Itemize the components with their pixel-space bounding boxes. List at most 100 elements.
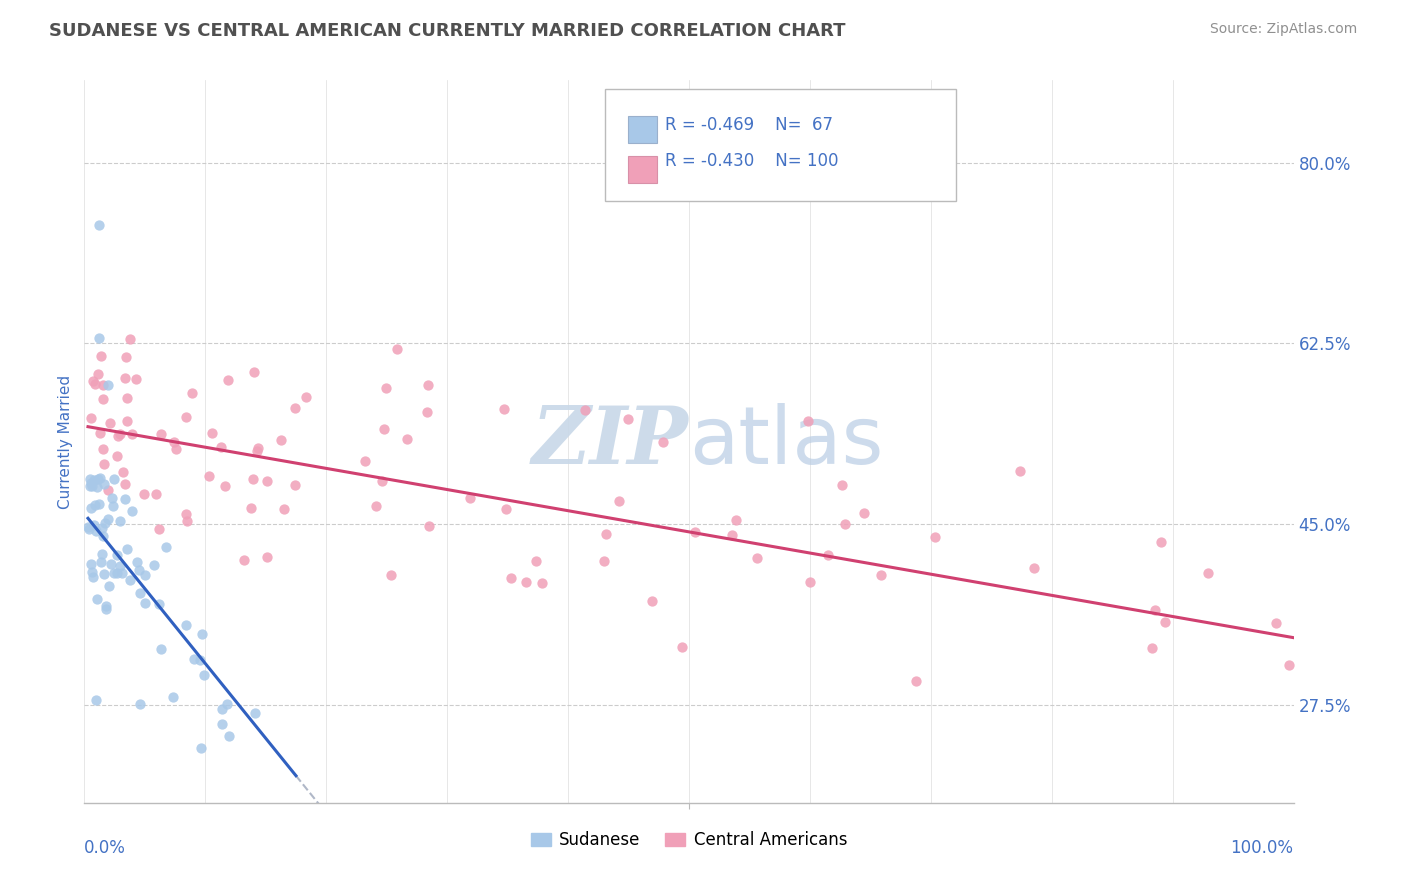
Point [121,504,143,518]
Point [128,586,150,600]
Point [77,522,100,536]
Point [799,574,821,589]
Text: SUDANESE VS CENTRAL AMERICAN CURRENTLY MARRIED CORRELATION CHART: SUDANESE VS CENTRAL AMERICAN CURRENTLY M… [49,22,846,40]
Point [91,547,114,561]
Point [90,555,112,569]
Point [93,476,115,491]
Point [232,553,254,567]
Point [641,594,664,608]
Point [593,554,616,568]
Point [211,702,233,716]
Point [132,487,155,501]
Point [242,365,264,379]
Point [256,475,278,489]
Point [101,491,124,506]
Point [246,444,269,458]
Point [82,374,104,388]
Point [524,554,547,568]
Point [745,550,768,565]
Text: ZIP: ZIP [531,403,689,480]
Point [418,518,440,533]
Point [105,449,128,463]
Point [242,472,264,486]
Point [87,497,110,511]
Point [114,491,136,506]
Point [1144,603,1167,617]
Point [90,521,112,535]
Point [94,516,117,530]
Point [165,442,187,456]
Point [93,566,115,581]
Point [924,530,946,544]
Point [364,499,387,513]
Point [256,550,278,565]
Point [94,599,117,613]
Point [80,557,103,571]
Point [495,502,517,516]
Point [683,524,706,539]
Point [273,502,295,516]
Text: atlas: atlas [689,402,883,481]
Point [190,740,212,755]
Point [215,697,238,711]
Point [834,517,856,532]
Point [100,416,122,430]
Point [1278,657,1301,672]
Point [595,526,617,541]
Point [515,574,537,589]
Point [501,571,523,585]
Point [870,567,893,582]
Point [79,472,101,486]
Point [100,557,122,571]
Point [295,390,318,404]
Point [82,565,104,579]
Point [87,368,110,382]
Point [80,410,103,425]
Point [79,500,101,515]
Point [1197,566,1219,580]
Point [284,478,307,492]
Point [574,403,596,417]
Y-axis label: Currently Married: Currently Married [58,375,73,508]
Point [86,480,108,494]
Point [91,377,114,392]
Point [87,331,110,345]
Point [1024,561,1046,575]
Point [108,515,131,529]
Point [211,717,233,731]
Point [134,567,156,582]
Point [107,428,129,442]
Point [725,512,748,526]
Point [108,559,131,574]
Point [97,512,120,526]
Point [174,410,197,425]
Point [380,568,402,582]
Point [84,376,107,391]
Point [86,692,108,706]
Point [218,729,240,743]
Point [817,548,839,562]
Point [114,350,136,364]
Point [174,507,197,521]
Point [105,566,128,580]
Point [79,475,101,490]
Point [111,465,134,479]
Point [651,435,673,450]
Legend: Sudanese, Central Americans: Sudanese, Central Americans [524,824,853,856]
Point [90,349,112,363]
Point [77,520,100,534]
Point [93,457,115,471]
Point [105,549,128,563]
Text: R = -0.430    N= 100: R = -0.430 N= 100 [665,152,838,169]
Point [89,426,111,441]
Point [217,373,239,387]
Point [94,601,117,615]
Point [111,566,134,580]
Point [142,558,165,573]
Point [247,441,270,455]
Point [82,570,104,584]
Point [415,405,437,419]
Point [87,472,110,486]
Point [214,478,236,492]
Point [97,483,120,497]
